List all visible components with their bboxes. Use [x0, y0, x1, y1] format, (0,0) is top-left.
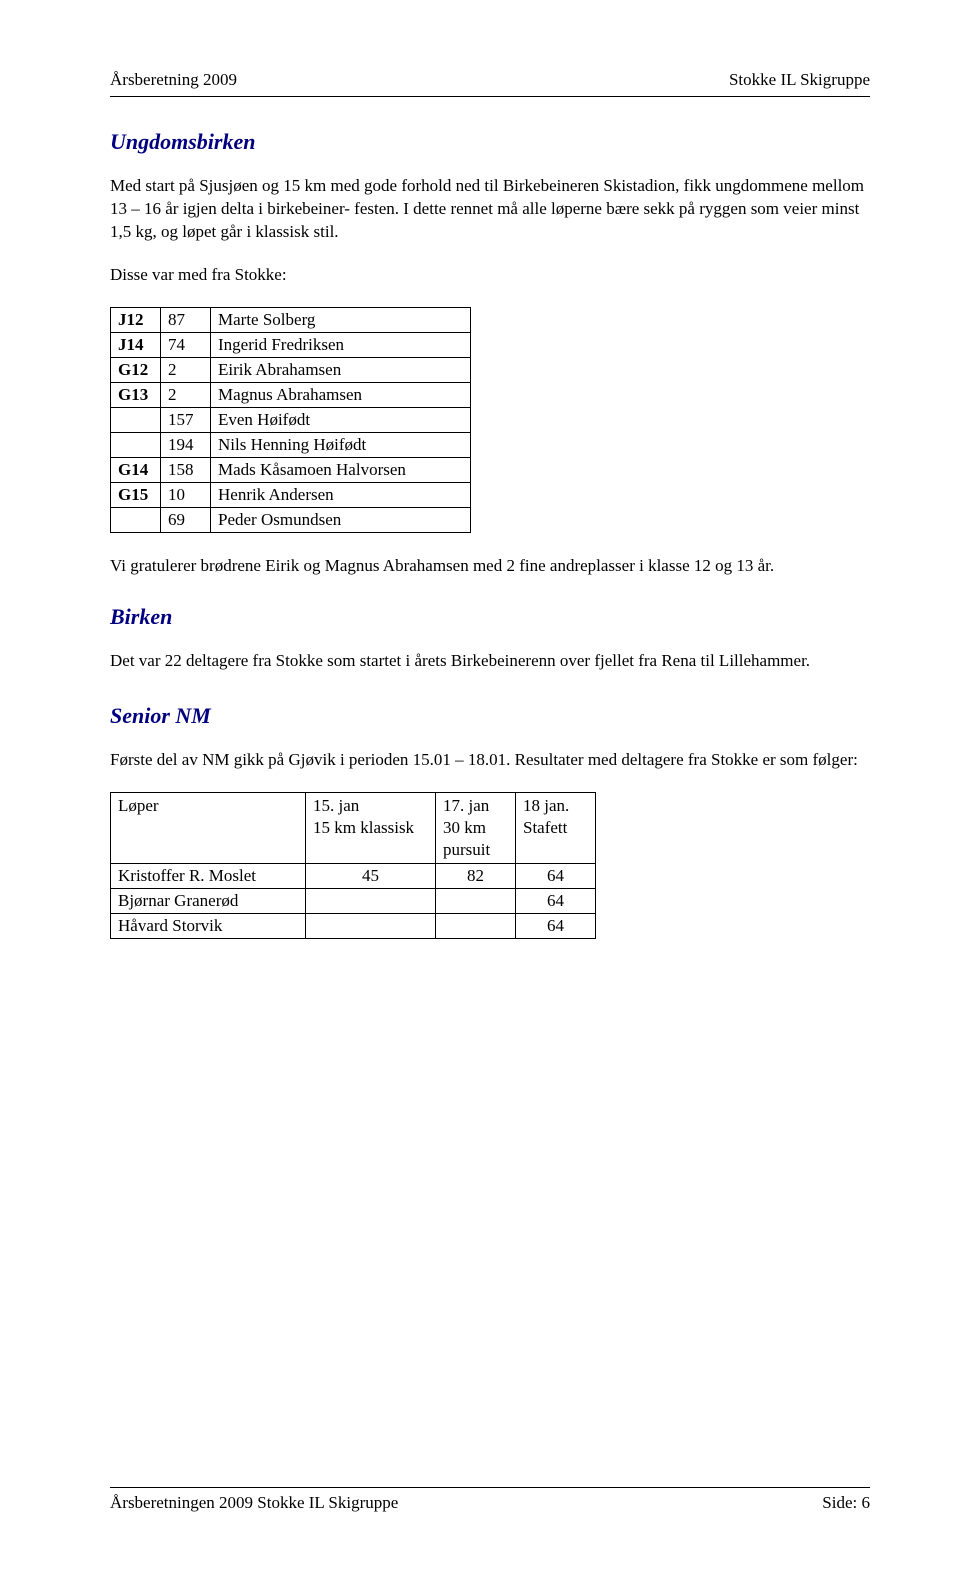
- name-cell: Mads Kåsamoen Halvorsen: [211, 457, 471, 482]
- table-row: Bjørnar Granerød 64: [111, 888, 596, 913]
- name-cell: Ingerid Fredriksen: [211, 332, 471, 357]
- runner-cell: Kristoffer R. Moslet: [111, 863, 306, 888]
- class-cell: G14: [111, 457, 161, 482]
- name-cell: Peder Osmundsen: [211, 507, 471, 532]
- column-header: 17. jan30 kmpursuit: [436, 792, 516, 863]
- header-left: Årsberetning 2009: [110, 70, 237, 90]
- table-header: Løper15. jan15 km klassisk17. jan30 kmpu…: [111, 792, 596, 863]
- class-cell: J14: [111, 332, 161, 357]
- results-table-senior-nm: Løper15. jan15 km klassisk17. jan30 kmpu…: [110, 792, 596, 939]
- number-cell: 158: [161, 457, 211, 482]
- table-row: Håvard Storvik 64: [111, 913, 596, 938]
- class-cell: G12: [111, 357, 161, 382]
- number-cell: 2: [161, 357, 211, 382]
- table-row: 69Peder Osmundsen: [111, 507, 471, 532]
- results-table-ungdomsbirken: J1287Marte SolbergJ1474Ingerid Fredrikse…: [110, 307, 471, 533]
- running-header: Årsberetning 2009 Stokke IL Skigruppe: [110, 70, 870, 90]
- number-cell: 74: [161, 332, 211, 357]
- paragraph-intro-2: Disse var med fra Stokke:: [110, 264, 870, 287]
- runner-cell: Håvard Storvik: [111, 913, 306, 938]
- footer-row: Årsberetningen 2009 Stokke IL Skigruppe …: [110, 1493, 870, 1513]
- header-rule: [110, 96, 870, 97]
- running-footer: Årsberetningen 2009 Stokke IL Skigruppe …: [110, 1487, 870, 1513]
- table-row: 157Even Høifødt: [111, 407, 471, 432]
- name-cell: Nils Henning Høifødt: [211, 432, 471, 457]
- name-cell: Marte Solberg: [211, 307, 471, 332]
- result-cell: 64: [516, 888, 596, 913]
- runner-cell: Bjørnar Granerød: [111, 888, 306, 913]
- class-cell: G13: [111, 382, 161, 407]
- class-cell: [111, 432, 161, 457]
- name-cell: Even Høifødt: [211, 407, 471, 432]
- table-row: 194Nils Henning Høifødt: [111, 432, 471, 457]
- table-row: G122Eirik Abrahamsen: [111, 357, 471, 382]
- document-page: Årsberetning 2009 Stokke IL Skigruppe Un…: [0, 0, 960, 1573]
- table-body: J1287Marte SolbergJ1474Ingerid Fredrikse…: [111, 307, 471, 532]
- table-row: J1474Ingerid Fredriksen: [111, 332, 471, 357]
- header-right: Stokke IL Skigruppe: [729, 70, 870, 90]
- column-header: 18 jan.Stafett: [516, 792, 596, 863]
- paragraph-senior-intro: Første del av NM gikk på Gjøvik i period…: [110, 749, 870, 772]
- result-cell: 45: [306, 863, 436, 888]
- name-cell: Magnus Abrahamsen: [211, 382, 471, 407]
- section-heading-ungdomsbirken: Ungdomsbirken: [110, 129, 870, 155]
- section-heading-birken: Birken: [110, 604, 870, 630]
- number-cell: 194: [161, 432, 211, 457]
- section-heading-senior-nm: Senior NM: [110, 703, 870, 729]
- table-row: G1510Henrik Andersen: [111, 482, 471, 507]
- class-cell: [111, 407, 161, 432]
- footer-right: Side: 6: [822, 1493, 870, 1513]
- table-row: J1287Marte Solberg: [111, 307, 471, 332]
- number-cell: 10: [161, 482, 211, 507]
- column-header: Løper: [111, 792, 306, 863]
- result-cell: 64: [516, 863, 596, 888]
- paragraph-congrats: Vi gratulerer brødrene Eirik og Magnus A…: [110, 555, 870, 578]
- result-cell: [436, 913, 516, 938]
- number-cell: 87: [161, 307, 211, 332]
- column-header: 15. jan15 km klassisk: [306, 792, 436, 863]
- number-cell: 2: [161, 382, 211, 407]
- result-cell: [306, 913, 436, 938]
- class-cell: [111, 507, 161, 532]
- number-cell: 157: [161, 407, 211, 432]
- class-cell: G15: [111, 482, 161, 507]
- result-cell: 82: [436, 863, 516, 888]
- table-row: G14158Mads Kåsamoen Halvorsen: [111, 457, 471, 482]
- paragraph-birken: Det var 22 deltagere fra Stokke som star…: [110, 650, 870, 673]
- result-cell: [436, 888, 516, 913]
- result-cell: [306, 888, 436, 913]
- name-cell: Henrik Andersen: [211, 482, 471, 507]
- table-header-row: Løper15. jan15 km klassisk17. jan30 kmpu…: [111, 792, 596, 863]
- table-row: Kristoffer R. Moslet458264: [111, 863, 596, 888]
- table-row: G132Magnus Abrahamsen: [111, 382, 471, 407]
- result-cell: 64: [516, 913, 596, 938]
- table-body: Kristoffer R. Moslet458264Bjørnar Graner…: [111, 863, 596, 938]
- name-cell: Eirik Abrahamsen: [211, 357, 471, 382]
- paragraph-intro-1: Med start på Sjusjøen og 15 km med gode …: [110, 175, 870, 244]
- footer-rule: [110, 1487, 870, 1488]
- class-cell: J12: [111, 307, 161, 332]
- footer-left: Årsberetningen 2009 Stokke IL Skigruppe: [110, 1493, 398, 1513]
- number-cell: 69: [161, 507, 211, 532]
